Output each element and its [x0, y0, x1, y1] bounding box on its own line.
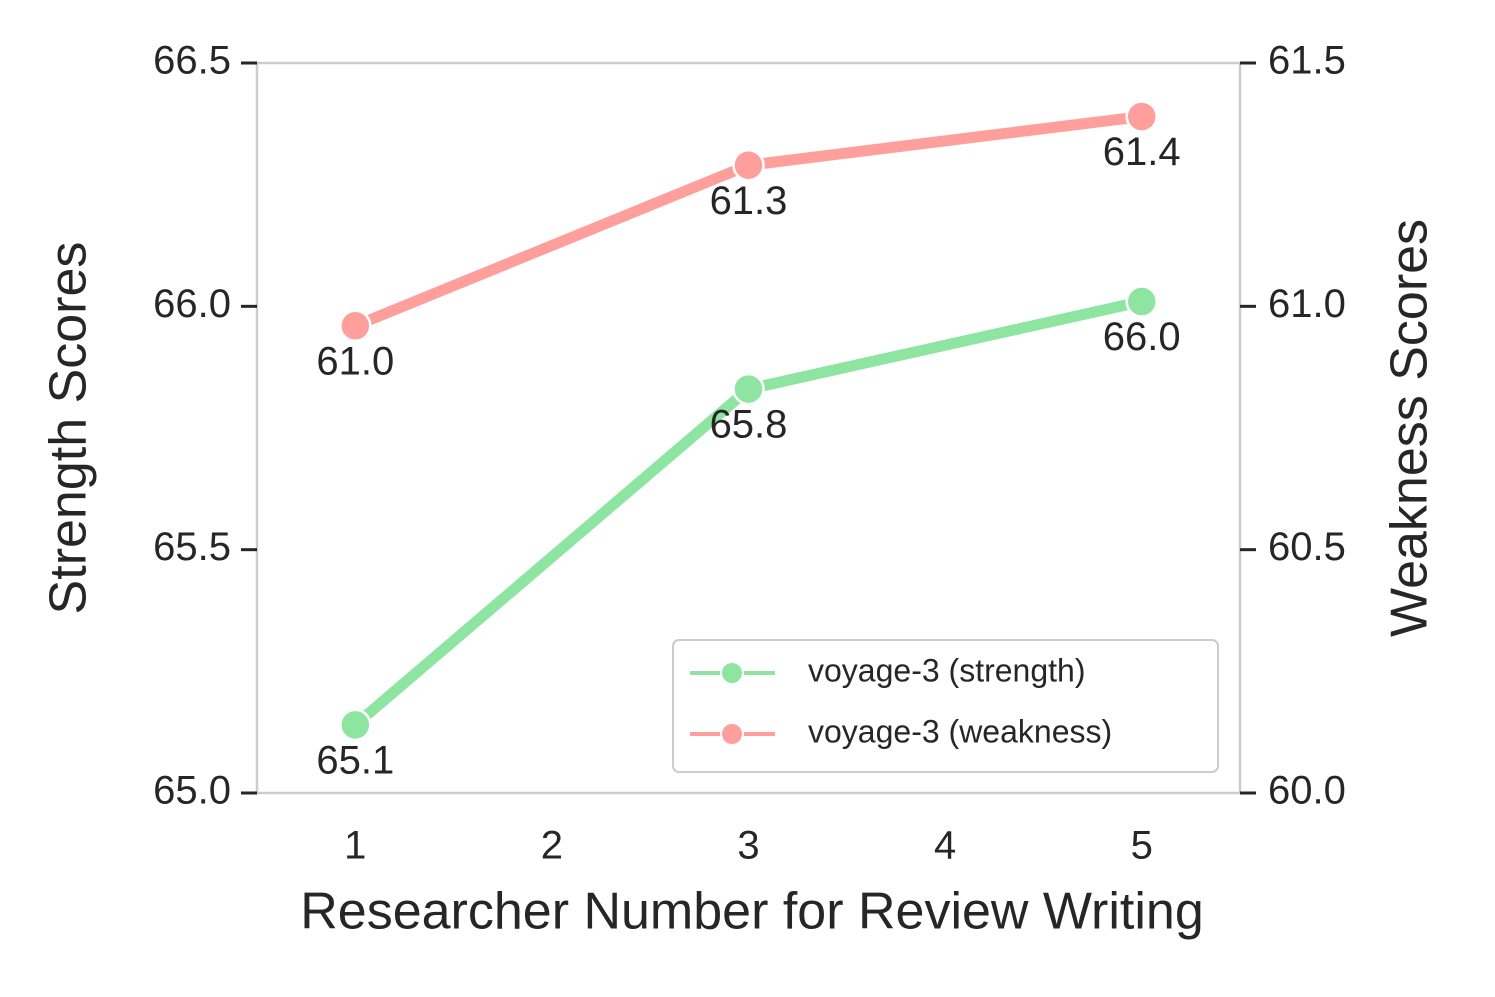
x-tick-label: 3 [737, 824, 759, 868]
x-tick-label: 1 [344, 824, 366, 868]
point [732, 372, 765, 406]
x-tick-label: 2 [541, 824, 563, 868]
legend-marker [720, 722, 744, 746]
legend-label: voyage-3 (strength) [808, 652, 1085, 688]
y2-axis-label: Weakness Scores [1381, 219, 1439, 637]
y-tick-label: 65.0 [153, 769, 231, 813]
y2-tick-label: 60.0 [1268, 769, 1346, 813]
point [339, 708, 372, 742]
y2-tick-label: 61.5 [1268, 39, 1346, 83]
x-tick-label: 4 [934, 824, 956, 868]
point [339, 309, 372, 343]
y-tick-label: 66.5 [153, 39, 231, 83]
data-label: 66.0 [1103, 315, 1181, 359]
plot-frame [255, 61, 1242, 795]
x-tick-label: 5 [1131, 824, 1153, 868]
x-axis-label: Researcher Number for Review Writing [300, 883, 1204, 941]
point [732, 148, 765, 182]
y2-tick-label: 60.5 [1268, 525, 1346, 569]
legend-label: voyage-3 (weakness) [808, 713, 1112, 749]
y-axis-label: Strength Scores [40, 242, 98, 615]
data-label: 65.8 [710, 403, 788, 447]
data-label: 61.0 [316, 339, 394, 383]
y-tick-label: 65.5 [153, 525, 231, 569]
point [1125, 285, 1158, 318]
data-label: 61.4 [1103, 130, 1181, 174]
y2-tick-label: 61.0 [1268, 282, 1346, 326]
legend-box [672, 639, 1219, 773]
y-tick-label: 66.0 [153, 282, 231, 326]
data-label: 65.1 [316, 738, 394, 782]
data-label: 61.3 [710, 179, 788, 223]
legend-marker [720, 661, 744, 685]
point [1125, 100, 1158, 133]
